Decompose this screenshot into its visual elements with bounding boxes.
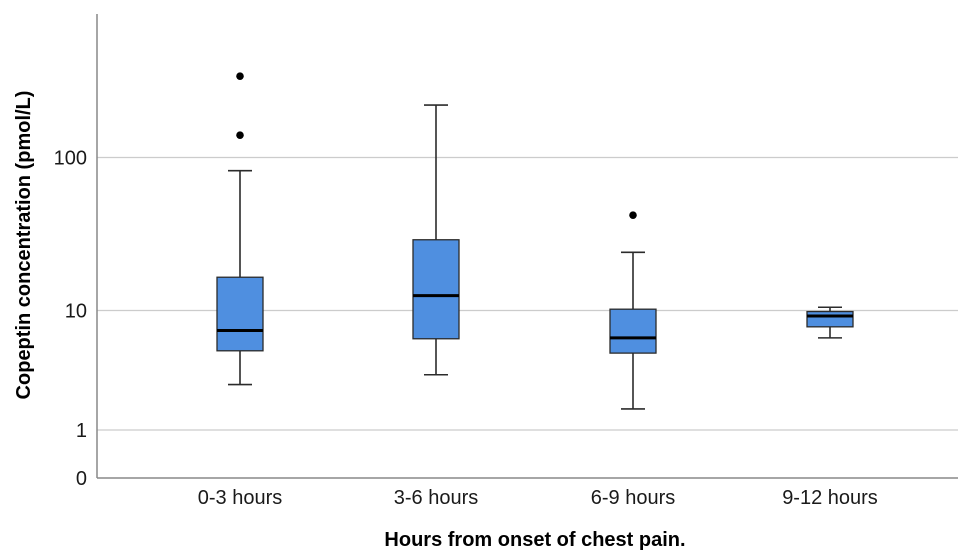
outlier-point — [629, 211, 637, 219]
x-tick-labels: 0-3 hours 3-6 hours 6-9 hours 9-12 hours — [198, 487, 878, 509]
outlier-point — [236, 72, 244, 80]
y-tick-label: 1 — [76, 420, 87, 442]
boxes — [216, 72, 854, 410]
y-tick-label: 10 — [65, 301, 87, 323]
x-tick-label: 3-6 hours — [394, 487, 479, 509]
outlier-point — [236, 131, 244, 139]
iqr-box — [412, 239, 460, 340]
y-tick-label: 100 — [54, 148, 87, 170]
iqr-box — [216, 276, 264, 352]
x-tick-label: 6-9 hours — [591, 487, 676, 509]
y-tick-labels: 0 1 10 100 — [54, 148, 87, 491]
box-0-3 hours — [216, 72, 264, 386]
box-9-12 hours — [806, 306, 854, 339]
iqr-box — [806, 310, 854, 328]
axes — [96, 14, 958, 479]
x-tick-label: 9-12 hours — [782, 487, 878, 509]
x-tick-label: 0-3 hours — [198, 487, 283, 509]
iqr-box — [609, 308, 657, 354]
y-tick-label: 0 — [76, 468, 87, 490]
x-axis-title: Hours from onset of chest pain. — [384, 529, 685, 551]
box-6-9 hours — [609, 211, 657, 410]
box-3-6 hours — [412, 104, 460, 376]
y-axis-title: Copeptin concentration (pmol/L) — [13, 91, 35, 400]
